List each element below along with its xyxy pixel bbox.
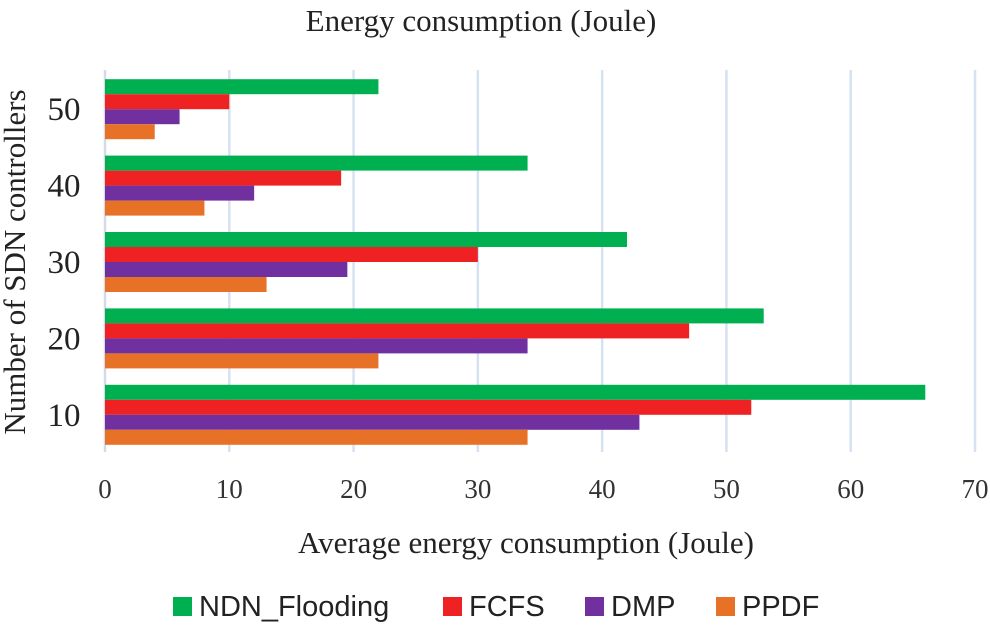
bar-ppdf-50 xyxy=(105,124,155,140)
x-tick-label: 10 xyxy=(216,474,243,504)
bar-ndn-flooding-40 xyxy=(105,155,528,171)
legend-swatch-dmp xyxy=(585,597,604,616)
bar-fcfs-40 xyxy=(105,170,342,186)
y-tick-label: 50 xyxy=(48,92,81,128)
bar-dmp-30 xyxy=(105,262,348,277)
x-tick-label: 30 xyxy=(464,474,491,504)
y-tick-label: 30 xyxy=(48,245,81,281)
y-axis-label: Number of SDN controllers xyxy=(0,89,32,434)
x-tick-label: 60 xyxy=(837,474,864,504)
x-tick-label: 40 xyxy=(589,474,616,504)
bar-fcfs-20 xyxy=(105,323,690,339)
legend-swatch-ppdf xyxy=(716,597,735,616)
y-tick-label: 20 xyxy=(48,321,81,357)
legend-swatch-ndn-flooding xyxy=(173,597,192,616)
x-tick-label: 70 xyxy=(962,474,989,504)
bar-fcfs-50 xyxy=(105,94,230,110)
legend-label-dmp: DMP xyxy=(611,591,675,623)
bar-dmp-20 xyxy=(105,338,528,354)
bar-ppdf-10 xyxy=(105,429,528,445)
bar-fcfs-30 xyxy=(105,247,478,262)
bar-ndn-flooding-50 xyxy=(105,79,379,95)
y-tick-labels: 50 40 30 20 10 xyxy=(48,92,81,434)
bar-dmp-40 xyxy=(105,185,255,201)
bar-ppdf-40 xyxy=(105,200,205,216)
legend: NDN_Flooding FCFS DMP PPDF xyxy=(173,591,819,623)
bar-ppdf-30 xyxy=(105,277,267,292)
x-tick-labels: 0 10 20 30 40 50 60 70 xyxy=(98,474,988,504)
x-axis-label: Average energy consumption (Joule) xyxy=(298,525,754,560)
y-tick-label: 40 xyxy=(48,169,81,205)
legend-label-fcfs: FCFS xyxy=(469,591,545,623)
bars-group xyxy=(105,79,926,445)
x-tick-label: 20 xyxy=(340,474,367,504)
bar-ndn-flooding-10 xyxy=(105,384,926,400)
legend-label-ndn-flooding: NDN_Flooding xyxy=(199,591,389,623)
bar-ndn-flooding-20 xyxy=(105,308,764,324)
legend-label-ppdf: PPDF xyxy=(742,591,819,623)
bar-ndn-flooding-30 xyxy=(105,232,627,247)
y-tick-label: 10 xyxy=(48,398,81,434)
bar-dmp-10 xyxy=(105,414,640,430)
chart-title: Energy consumption (Joule) xyxy=(306,3,657,38)
x-tick-label: 50 xyxy=(713,474,740,504)
bar-ppdf-20 xyxy=(105,353,379,369)
bar-dmp-50 xyxy=(105,109,180,125)
legend-swatch-fcfs xyxy=(443,597,462,616)
bar-fcfs-10 xyxy=(105,399,752,415)
x-tick-label: 0 xyxy=(98,474,112,504)
